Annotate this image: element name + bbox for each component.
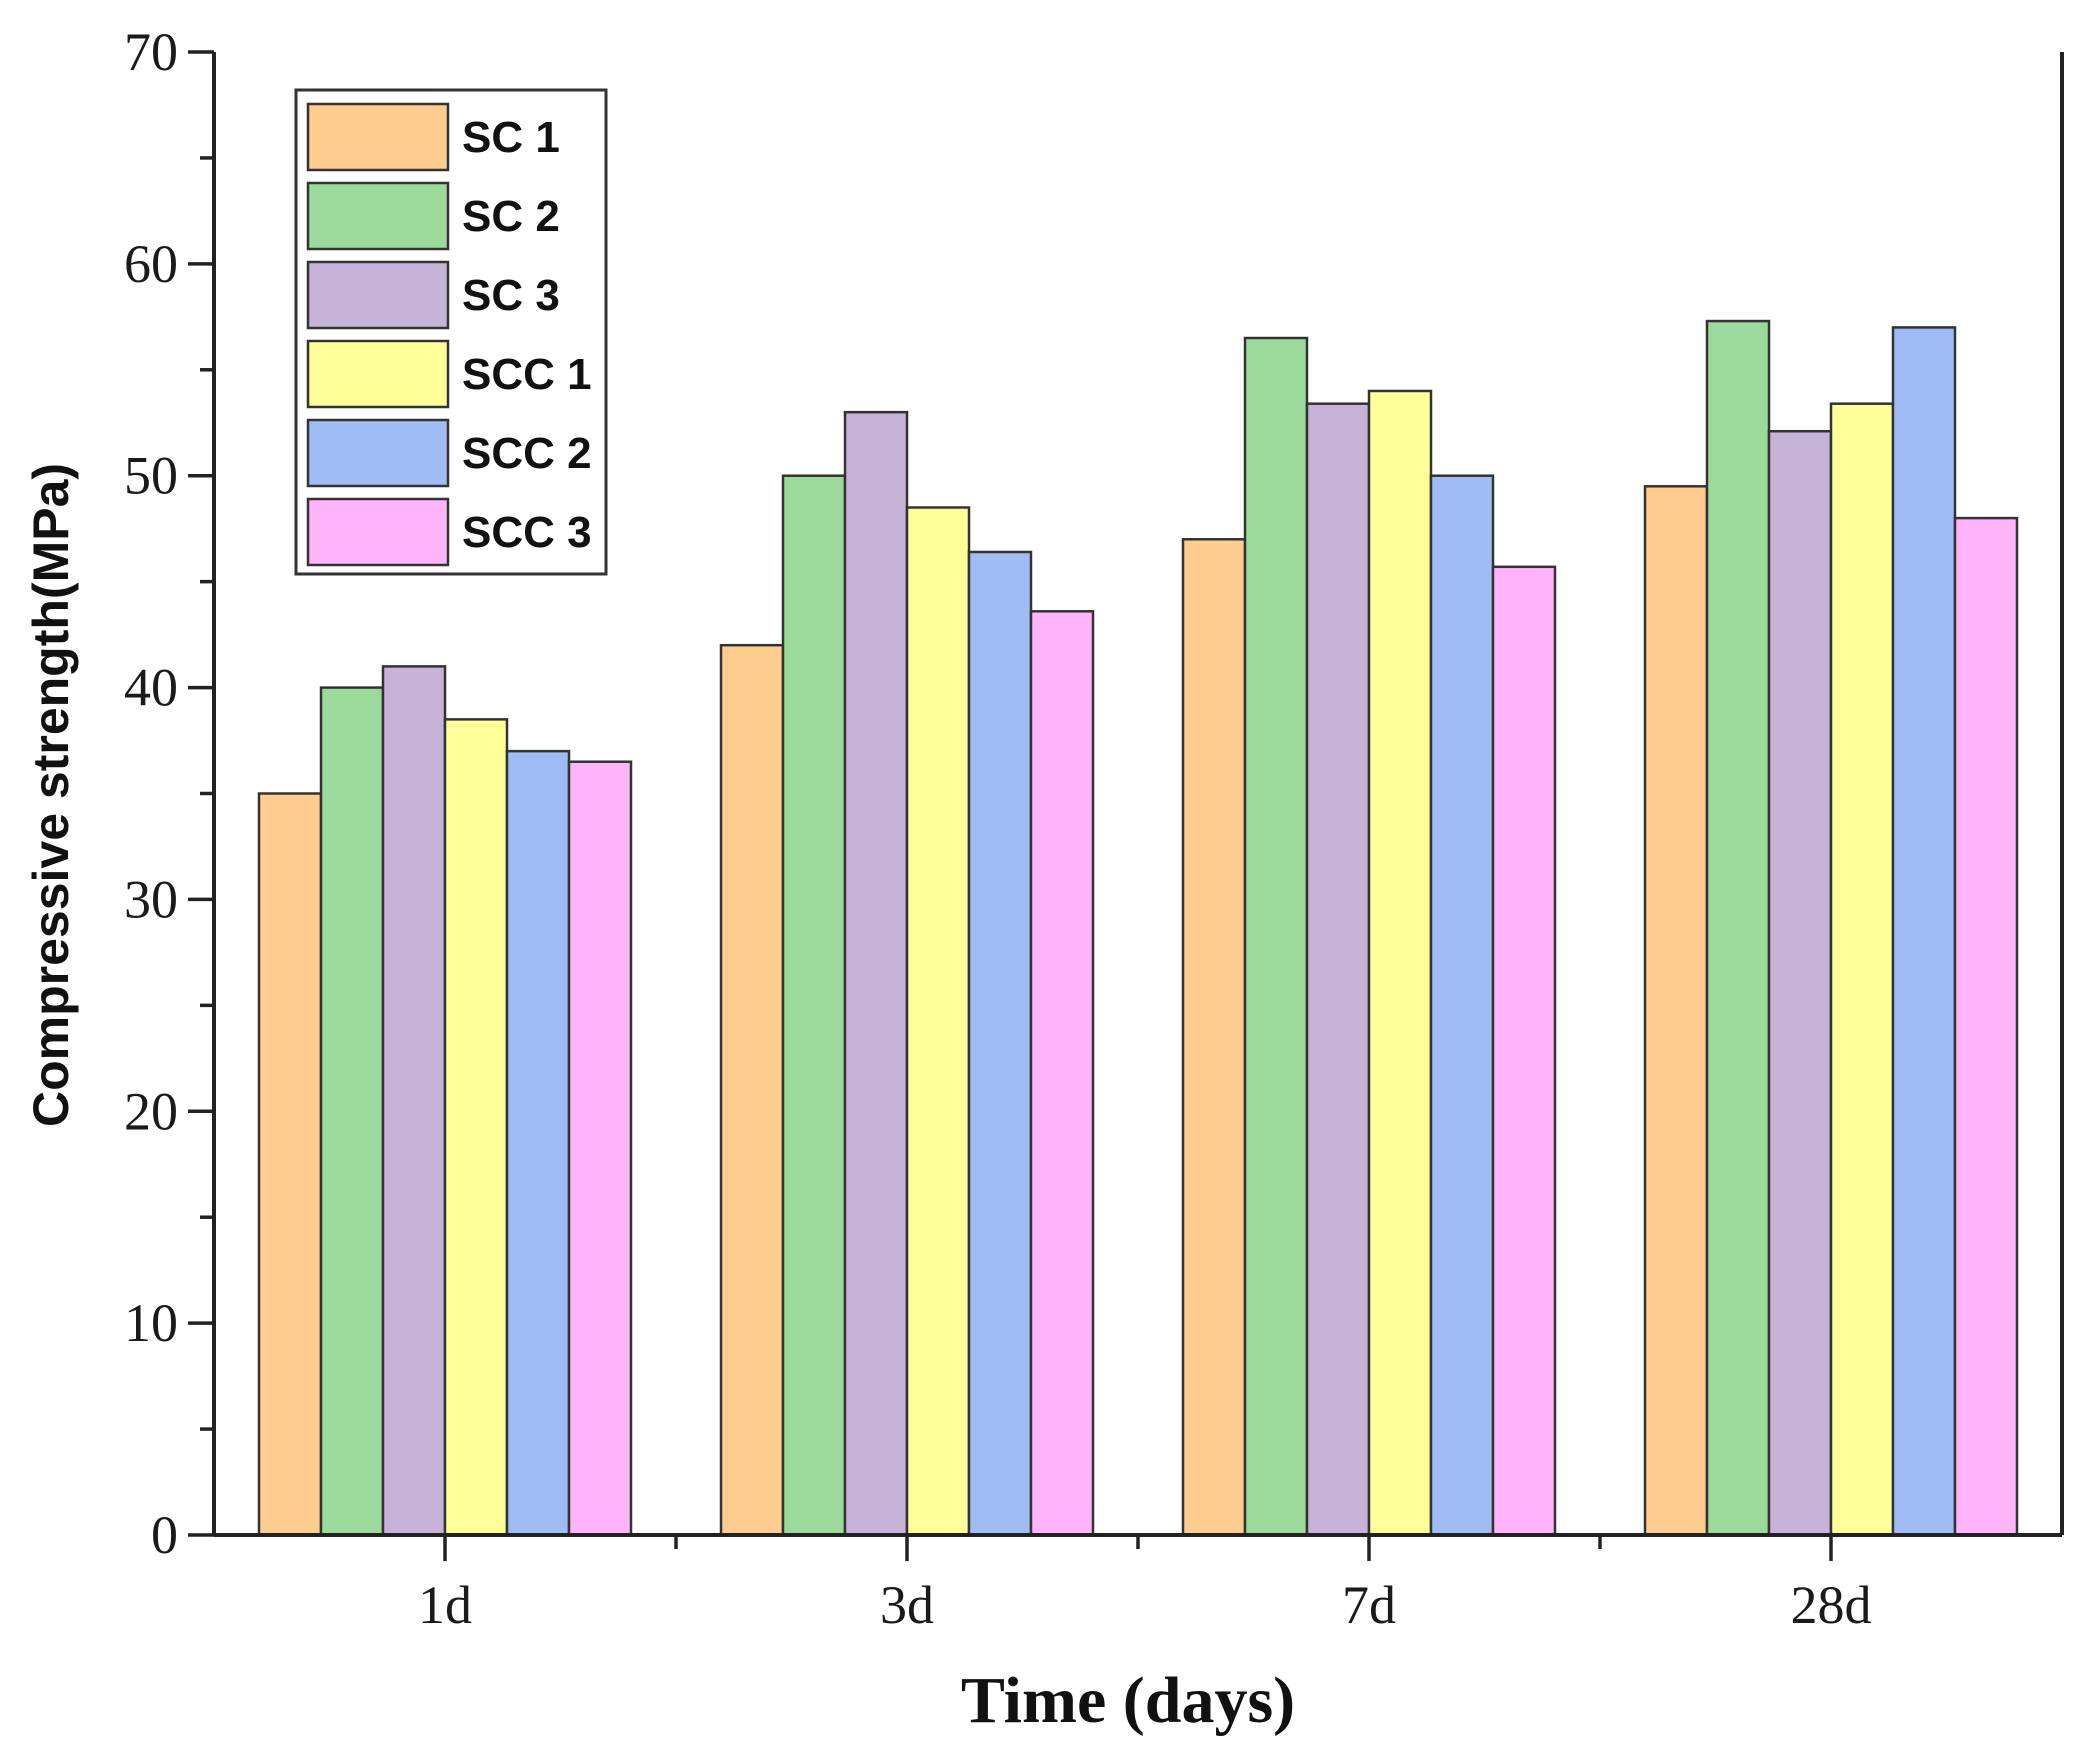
x-axis-title: Time (days)	[961, 1664, 1295, 1737]
legend-swatch-scc-1	[306, 339, 450, 409]
bar-28d-sc-2	[1705, 319, 1771, 1537]
bar-7d-scc-1	[1367, 389, 1433, 1537]
bar-7d-sc-2	[1243, 336, 1309, 1537]
legend-items: SC 1 SC 2 SC 3 SCC 1 SCC 2 SCC 3	[306, 102, 592, 567]
bar-28d-sc-1	[1643, 485, 1709, 1537]
legend-swatch-scc-2	[306, 418, 450, 488]
bar-28d-scc-1	[1829, 402, 1895, 1537]
y-tick-label-10: 10	[124, 1293, 178, 1353]
bar-7d-sc-3	[1305, 402, 1371, 1537]
legend-label-sc-3: SC 3	[462, 271, 560, 320]
bar-3d-scc-2	[967, 550, 1033, 1537]
legend-label-scc-3: SCC 3	[462, 508, 592, 557]
bar-7d-sc-1	[1181, 538, 1247, 1537]
ticks-layer: 0 10 20 30 40 50 60 70 1d 3d 7d 28d	[124, 22, 1872, 1635]
bar-3d-sc-1	[719, 643, 785, 1537]
bar-1d-sc-1	[257, 792, 323, 1537]
y-tick-label-30: 30	[124, 869, 178, 929]
y-tick-label-20: 20	[124, 1081, 178, 1141]
bar-3d-sc-3	[843, 410, 909, 1537]
bar-28d-scc-2	[1891, 326, 1957, 1537]
bar-3d-scc-3	[1029, 610, 1095, 1537]
legend-swatch-sc-2	[306, 181, 450, 251]
bar-3d-scc-1	[905, 506, 971, 1537]
x-tick-label-1d: 1d	[418, 1575, 472, 1635]
bar-7d-scc-2	[1429, 474, 1495, 1537]
y-tick-label-40: 40	[124, 658, 178, 718]
legend: SC 1 SC 2 SC 3 SCC 1 SCC 2 SCC 3	[294, 88, 608, 576]
bars-layer	[257, 319, 2019, 1537]
y-axis-title: Compressive strength(MPa)	[23, 463, 79, 1127]
legend-swatch-sc-1	[306, 102, 450, 172]
bar-1d-scc-3	[567, 760, 633, 1537]
y-tick-label-50: 50	[124, 446, 178, 506]
bar-1d-scc-1	[443, 718, 509, 1537]
x-tick-label-28d: 28d	[1791, 1575, 1872, 1635]
y-tick-label-60: 60	[124, 234, 178, 294]
x-tick-label-7d: 7d	[1342, 1575, 1396, 1635]
legend-swatch-sc-3	[306, 260, 450, 330]
legend-label-sc-1: SC 1	[462, 113, 560, 162]
bar-1d-sc-2	[319, 686, 385, 1537]
bar-7d-scc-3	[1491, 565, 1557, 1537]
legend-label-sc-2: SC 2	[462, 192, 560, 241]
bar-3d-sc-2	[781, 474, 847, 1537]
x-tick-label-3d: 3d	[880, 1575, 934, 1635]
bar-28d-scc-3	[1953, 516, 2019, 1537]
bar-28d-sc-3	[1767, 429, 1833, 1537]
bar-1d-sc-3	[381, 665, 447, 1537]
bar-1d-scc-2	[505, 749, 571, 1537]
legend-swatch-scc-3	[306, 497, 450, 567]
y-tick-label-70: 70	[124, 22, 178, 82]
legend-label-scc-2: SCC 2	[462, 429, 592, 478]
legend-label-scc-1: SCC 1	[462, 350, 592, 399]
y-tick-label-0: 0	[151, 1505, 178, 1565]
